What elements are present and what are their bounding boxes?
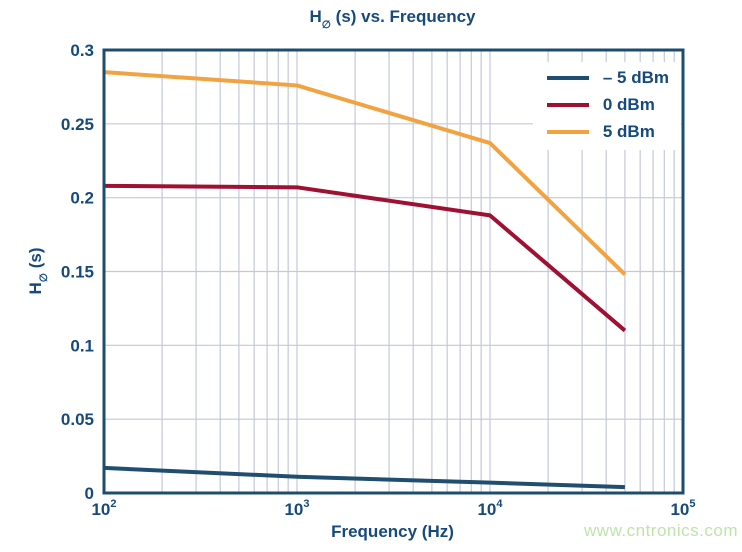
legend-item: – 5 dBm — [546, 68, 669, 88]
legend-swatch — [546, 103, 589, 107]
plot-border — [102, 48, 685, 495]
y-tick-label: 0.1 — [70, 336, 94, 355]
y-axis-title-main: H — [25, 282, 45, 295]
y-tick-label: 0.25 — [61, 115, 94, 134]
y-tick-label: 0.05 — [61, 410, 94, 429]
x-tick-label: 102 — [91, 498, 116, 519]
series-line-5-dbm — [103, 465, 625, 490]
y-axis-title-rest: (s) — [25, 247, 45, 274]
watermark: www.cntronics.com — [584, 521, 738, 540]
y-tick-label: 0.2 — [70, 189, 94, 208]
legend: – 5 dBm 0 dBm 5 dBm — [532, 62, 681, 150]
y-axis-title: H∅ (s) — [25, 247, 51, 295]
chart-title-subscript: ∅ — [321, 19, 331, 32]
x-tick-label: 104 — [477, 498, 503, 519]
series-line-5-dbm — [103, 70, 627, 276]
y-axis-title-subscript: ∅ — [38, 273, 51, 283]
x-tick-label: 105 — [670, 498, 695, 519]
x-tick-label: 103 — [284, 498, 309, 519]
y-tick-label: 0.15 — [61, 263, 94, 282]
legend-item: 0 dBm — [546, 95, 669, 115]
chart-title: H∅ (s) vs. Frequency — [102, 7, 683, 32]
legend-label: 0 dBm — [602, 95, 655, 114]
legend-label: 5 dBm — [602, 122, 655, 141]
legend-swatch — [546, 76, 589, 80]
x-axis-title: Frequency (Hz) — [331, 522, 454, 541]
y-tick-label: 0 — [85, 484, 94, 503]
chart-title-rest: (s) vs. Frequency — [330, 7, 476, 26]
chart-title-main: H — [309, 7, 322, 26]
y-tick-label: 0.3 — [70, 41, 94, 60]
legend-item: 5 dBm — [546, 122, 669, 142]
legend-label: – 5 dBm — [602, 68, 669, 87]
series-line-0-dbm — [103, 183, 627, 333]
legend-swatch — [546, 130, 589, 134]
